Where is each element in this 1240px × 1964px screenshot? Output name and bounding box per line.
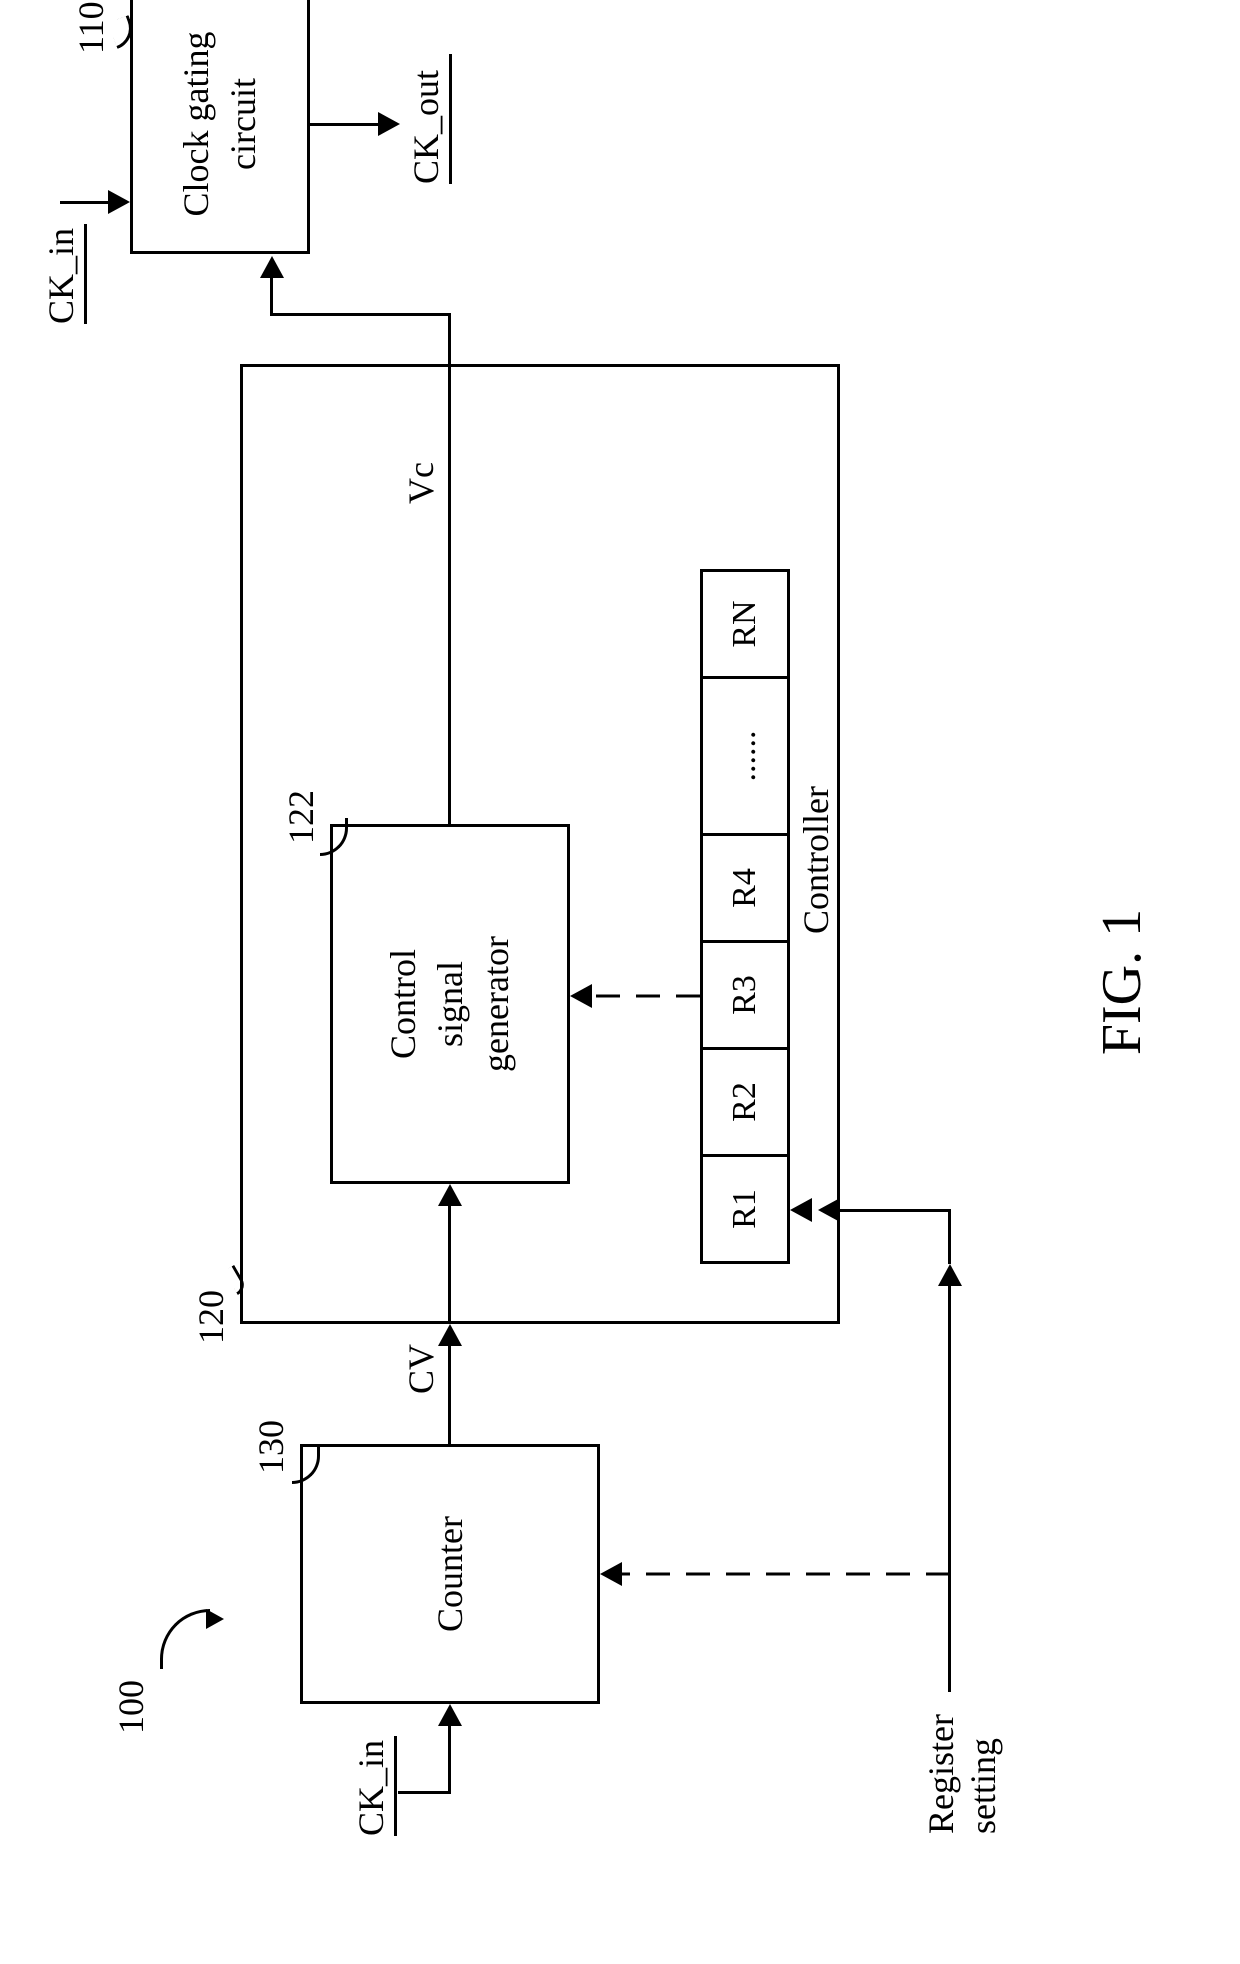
rs-arrow-up	[818, 1198, 840, 1222]
ref-130: 130	[250, 1420, 292, 1474]
vc-label: Vc	[400, 462, 442, 504]
rs-counter-arrow	[600, 1562, 622, 1586]
reg-r4: R4	[700, 833, 790, 943]
controller-label: Controller	[795, 786, 837, 934]
cg-l2: circuit	[220, 32, 267, 217]
reg-rn: RN	[700, 569, 790, 679]
figure-title: FIG. 1	[1090, 909, 1154, 1055]
csg-l2: signal	[427, 936, 474, 1072]
rs-v1	[840, 1209, 951, 1212]
arrow-100	[206, 1609, 224, 1629]
counter-label: Counter	[427, 1516, 474, 1632]
vc-arrow	[260, 256, 284, 278]
cg-l1: Clock gating	[173, 32, 220, 217]
rs-to-counter-dashed	[600, 1556, 950, 1586]
ckout-underline	[449, 54, 452, 184]
counter-block: Counter	[300, 1444, 600, 1704]
ckout-v	[310, 123, 380, 126]
clock-gating-block: Clock gating circuit	[130, 0, 310, 254]
cv-label: CV	[400, 1344, 442, 1394]
cv-line	[448, 1344, 451, 1444]
vc-h1	[448, 314, 451, 824]
ref-120: 120	[190, 1290, 232, 1344]
ref-100: 100	[110, 1680, 152, 1734]
reg-dots: ......	[700, 676, 790, 836]
rs-h2	[948, 1209, 951, 1264]
reg-r1: R1	[700, 1154, 790, 1264]
csg-l1: Control	[380, 936, 427, 1072]
cv-arrow-outer	[438, 1324, 462, 1346]
ckin-underline-2	[84, 224, 87, 324]
diagram-canvas: 100 Counter 130 CK_in CV Controller 120 …	[0, 0, 1240, 1964]
ckin-arrow-1	[438, 1704, 462, 1726]
ckin-v-2	[60, 201, 110, 204]
ckin-vline-1	[398, 1791, 450, 1794]
rs-h1	[948, 1284, 951, 1574]
leader-100	[160, 1609, 210, 1669]
csg-l3: generator	[473, 936, 520, 1072]
reg-setting-label: Register setting	[920, 1714, 1004, 1834]
ckin-underline-1	[394, 1736, 397, 1836]
ref-110: 110	[70, 1, 112, 54]
rs-arrow-1	[938, 1264, 962, 1286]
ckout-label: CK_out	[405, 70, 447, 184]
ckin-hline-1	[448, 1724, 451, 1794]
reg-csg-arrow	[570, 984, 592, 1008]
vc-v	[270, 313, 451, 316]
ckin-label-1: CK_in	[350, 1740, 392, 1836]
ref-122: 122	[280, 790, 322, 844]
ckin-label-2: CK_in	[40, 228, 82, 324]
ckin-arrow-2	[108, 190, 130, 214]
rs-h0	[948, 1572, 951, 1692]
ckout-arrow	[378, 112, 400, 136]
reg-r3: R3	[700, 940, 790, 1050]
ctrl-sig-gen-block: Control signal generator	[330, 824, 570, 1184]
rs-arrow-up2	[790, 1198, 812, 1222]
vc-h2	[270, 276, 273, 316]
reg-r2: R2	[700, 1047, 790, 1157]
